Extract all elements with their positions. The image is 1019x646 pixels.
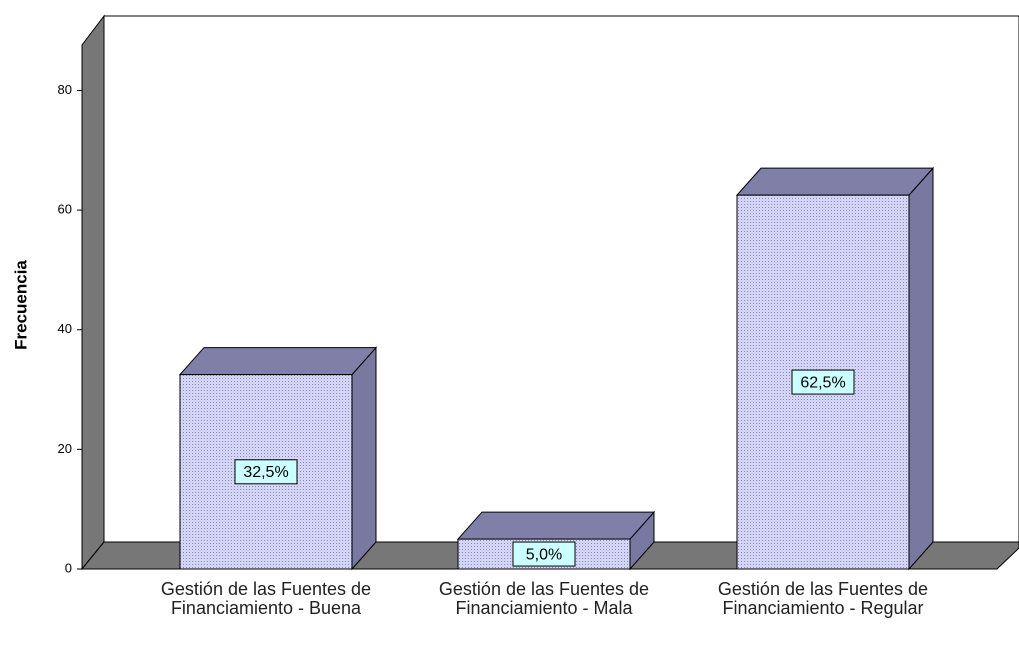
y-tick-label: 20 [58, 441, 72, 456]
y-tick-label: 0 [65, 560, 72, 575]
y-tick-label: 40 [58, 321, 72, 336]
side-wall [81, 14, 105, 571]
x-tick-label: Gestión de las Fuentes de Financiamiento… [438, 579, 650, 618]
value-label-box [791, 369, 855, 395]
bar-top [735, 167, 935, 196]
bar-side [908, 166, 934, 571]
value-label-box [512, 541, 576, 567]
bar-top [456, 511, 656, 540]
value-label: 5,0% [526, 546, 562, 563]
y-tick-label: 80 [58, 82, 72, 97]
y-tick-label: 60 [58, 202, 72, 217]
x-tick-label: Gestión de las Fuentes de Financiamiento… [717, 579, 929, 618]
y-axis-label: Frecuencia [11, 260, 30, 350]
value-label: 62,5% [800, 374, 845, 391]
x-tick-label: Gestión de las Fuentes de Financiamiento… [160, 579, 372, 618]
value-label-box [234, 459, 298, 485]
value-label: 32,5% [243, 464, 288, 481]
bar-top [178, 347, 378, 376]
bar-side [351, 346, 377, 571]
